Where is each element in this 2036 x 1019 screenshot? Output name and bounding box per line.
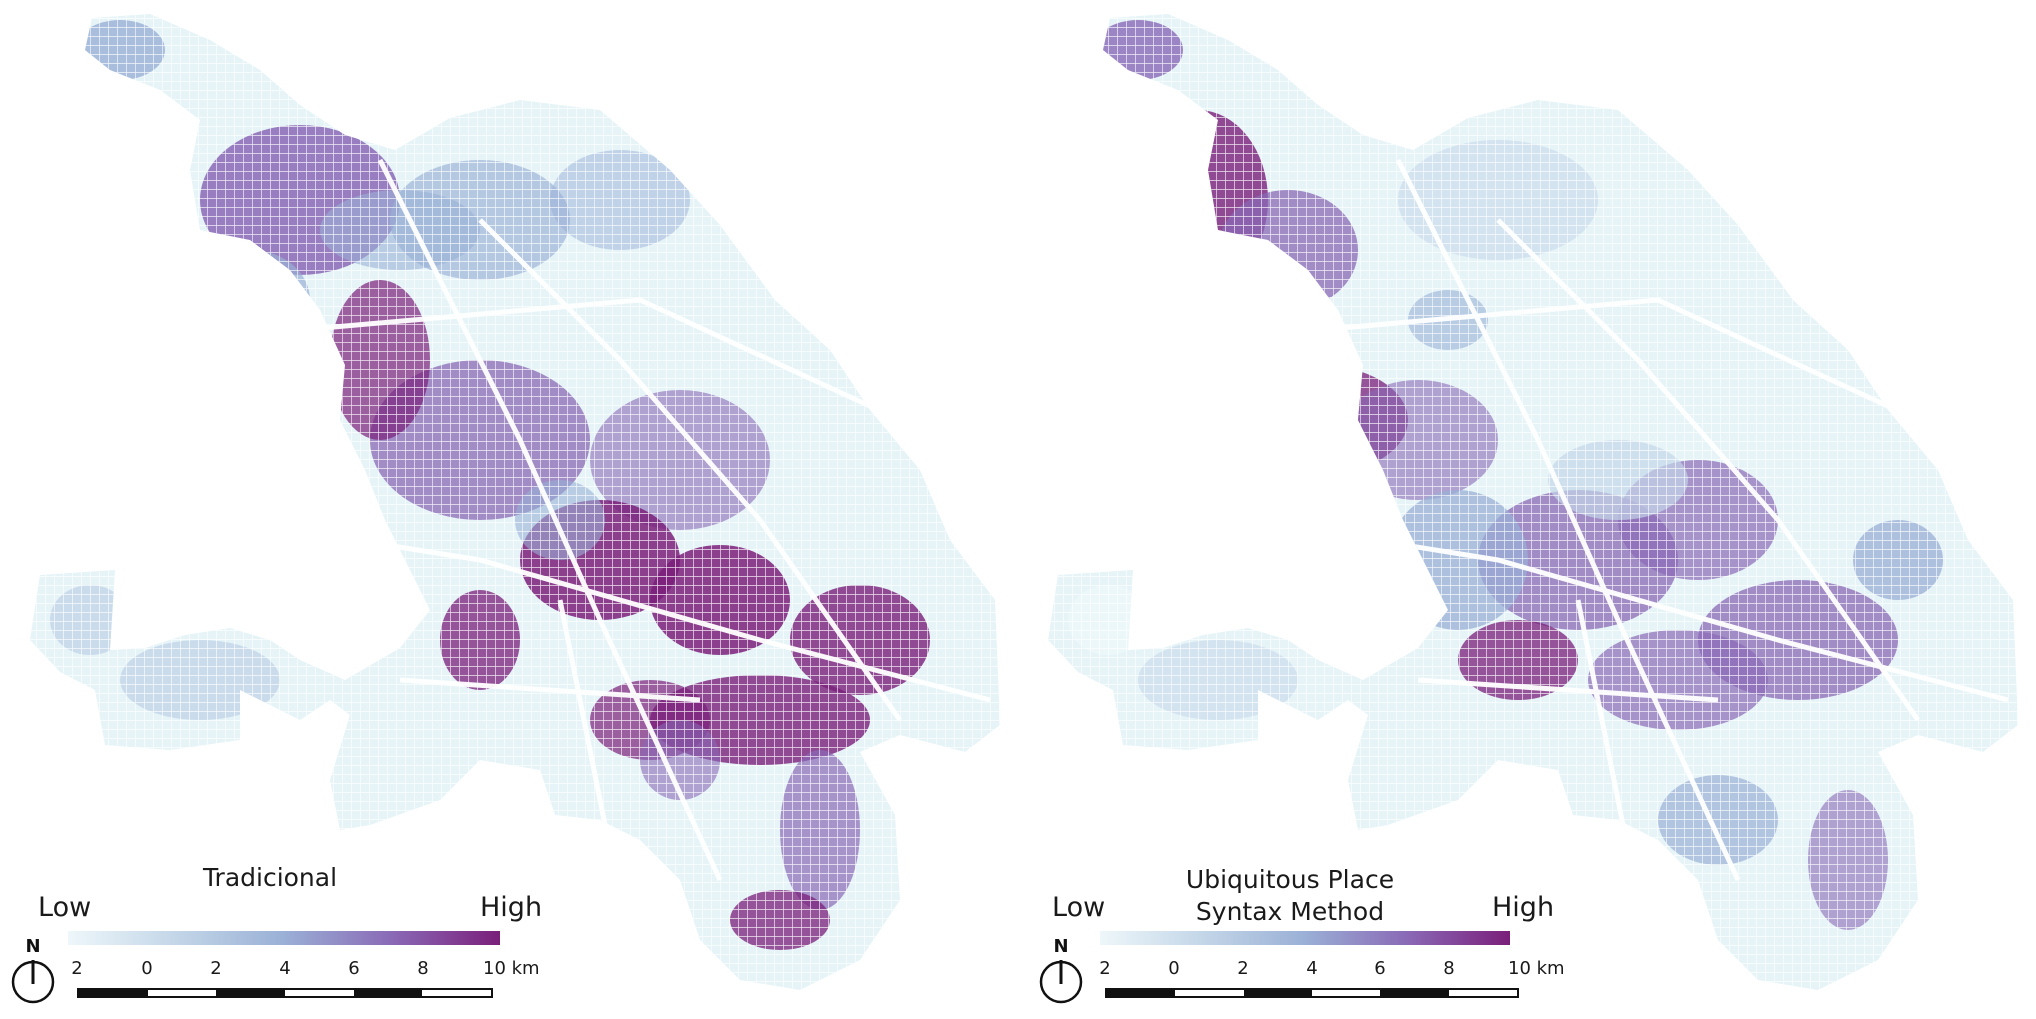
legend-low-label: Low bbox=[1052, 892, 1106, 923]
compass-circle-icon bbox=[11, 960, 55, 1004]
legend-color-ramp bbox=[68, 931, 500, 945]
map-title: Ubiquitous Place Syntax Method bbox=[1185, 865, 1395, 926]
scale-tick-label: 10 km bbox=[1508, 958, 1565, 979]
map-panel-ubiquitous: Ubiquitous Place Syntax Method Low High … bbox=[1018, 0, 2036, 1019]
legend-high-label: High bbox=[1492, 892, 1555, 923]
north-arrow-icon: N bbox=[1038, 936, 1084, 1006]
map-region bbox=[1208, 320, 1328, 400]
map-panel-tradicional: Tradicional Low High N 2 0 2 4 6 8 10 km bbox=[10, 14, 1000, 1006]
scale-tick-label: 6 bbox=[1374, 958, 1386, 979]
choropleth-map bbox=[30, 14, 1000, 990]
scale-tick-label: 8 bbox=[417, 958, 429, 979]
north-label: N bbox=[1053, 936, 1069, 957]
scale-tick-label: 6 bbox=[348, 958, 360, 979]
scale-tick-label: 0 bbox=[1168, 958, 1180, 979]
legend-color-ramp bbox=[1100, 931, 1510, 945]
scale-tick-label: 2 bbox=[1237, 958, 1249, 979]
scale-tick-label: 2 bbox=[1099, 958, 1111, 979]
scale-bar bbox=[77, 988, 493, 998]
scale-tick-label: 4 bbox=[279, 958, 291, 979]
scale-tick-label: 4 bbox=[1306, 958, 1318, 979]
compass-circle-icon bbox=[1039, 960, 1083, 1004]
scale-tick-label: 2 bbox=[210, 958, 222, 979]
north-arrow-icon: N bbox=[10, 936, 56, 1006]
legend-low-label: Low bbox=[38, 892, 92, 923]
scale-tick-label: 8 bbox=[1443, 958, 1455, 979]
choropleth-map bbox=[1048, 14, 2018, 990]
north-label: N bbox=[25, 936, 41, 957]
scale-bar bbox=[1105, 988, 1519, 998]
map-region bbox=[1298, 525, 1398, 635]
map-title: Tradicional bbox=[202, 863, 338, 892]
scale-tick-label: 0 bbox=[141, 958, 153, 979]
scale-tick-label: 10 km bbox=[483, 958, 540, 979]
scale-tick-label: 2 bbox=[71, 958, 83, 979]
legend-high-label: High bbox=[480, 892, 543, 923]
